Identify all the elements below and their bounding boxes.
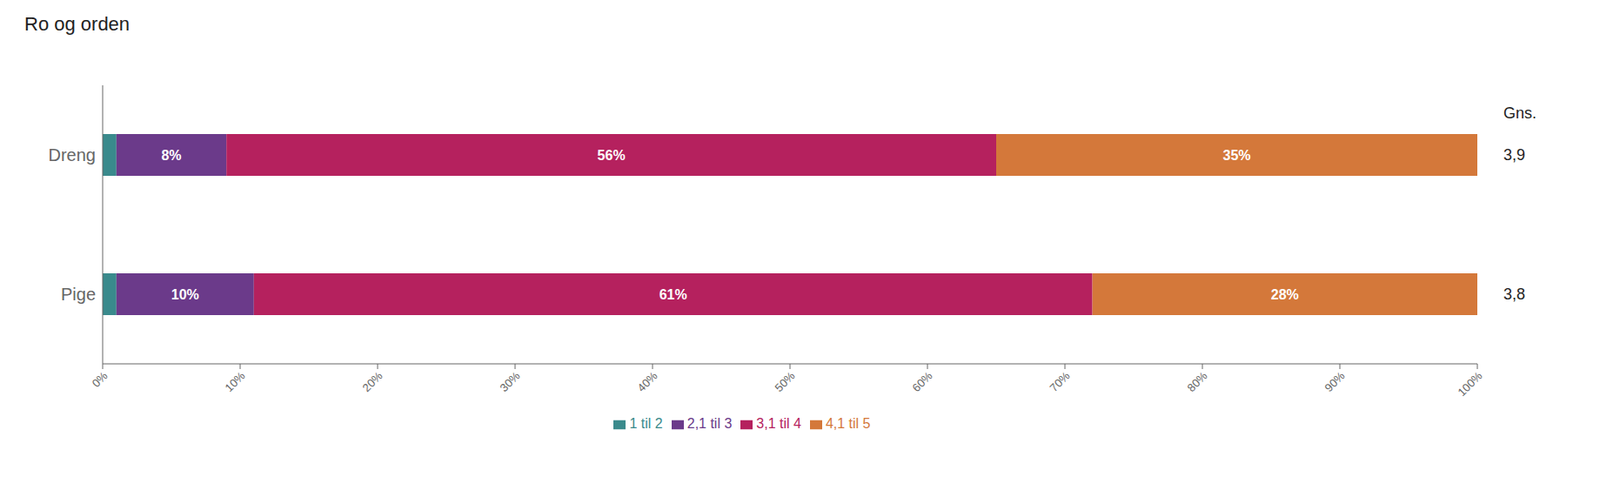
svg-text:50%: 50% [772, 368, 798, 395]
svg-text:3,9: 3,9 [1503, 146, 1526, 164]
svg-text:0%: 0% [89, 368, 111, 390]
svg-text:35%: 35% [1222, 147, 1251, 163]
svg-text:70%: 70% [1047, 368, 1073, 395]
html-text:1 til 2: 1 til 2 [629, 415, 663, 431]
svg-text:61%: 61% [659, 287, 688, 302]
svg-text:20%: 20% [360, 368, 386, 395]
html-text:4,1 til 5: 4,1 til 5 [825, 415, 871, 431]
svg-text:56%: 56% [597, 147, 626, 163]
svg-text:40%: 40% [635, 368, 661, 395]
svg-text:90%: 90% [1322, 368, 1348, 395]
svg-text:10%: 10% [171, 287, 200, 302]
svg-text:100%: 100% [1455, 368, 1486, 399]
svg-text:3,8: 3,8 [1503, 285, 1526, 303]
svg-text:Gns.: Gns. [1503, 104, 1537, 122]
svg-text:80%: 80% [1184, 368, 1211, 395]
html-text:2,1 til 3: 2,1 til 3 [687, 415, 732, 431]
html-text:Ro og orden: Ro og orden [24, 13, 130, 35]
svg-text:Pige: Pige [60, 284, 96, 304]
svg-text:28%: 28% [1271, 287, 1299, 302]
svg-text:Dreng: Dreng [48, 145, 96, 165]
svg-text:8%: 8% [160, 147, 181, 163]
html-text:3,1 til 4: 3,1 til 4 [756, 415, 802, 431]
svg-text:60%: 60% [910, 368, 936, 395]
svg-text:30%: 30% [497, 368, 523, 395]
svg-text:10%: 10% [222, 368, 248, 395]
